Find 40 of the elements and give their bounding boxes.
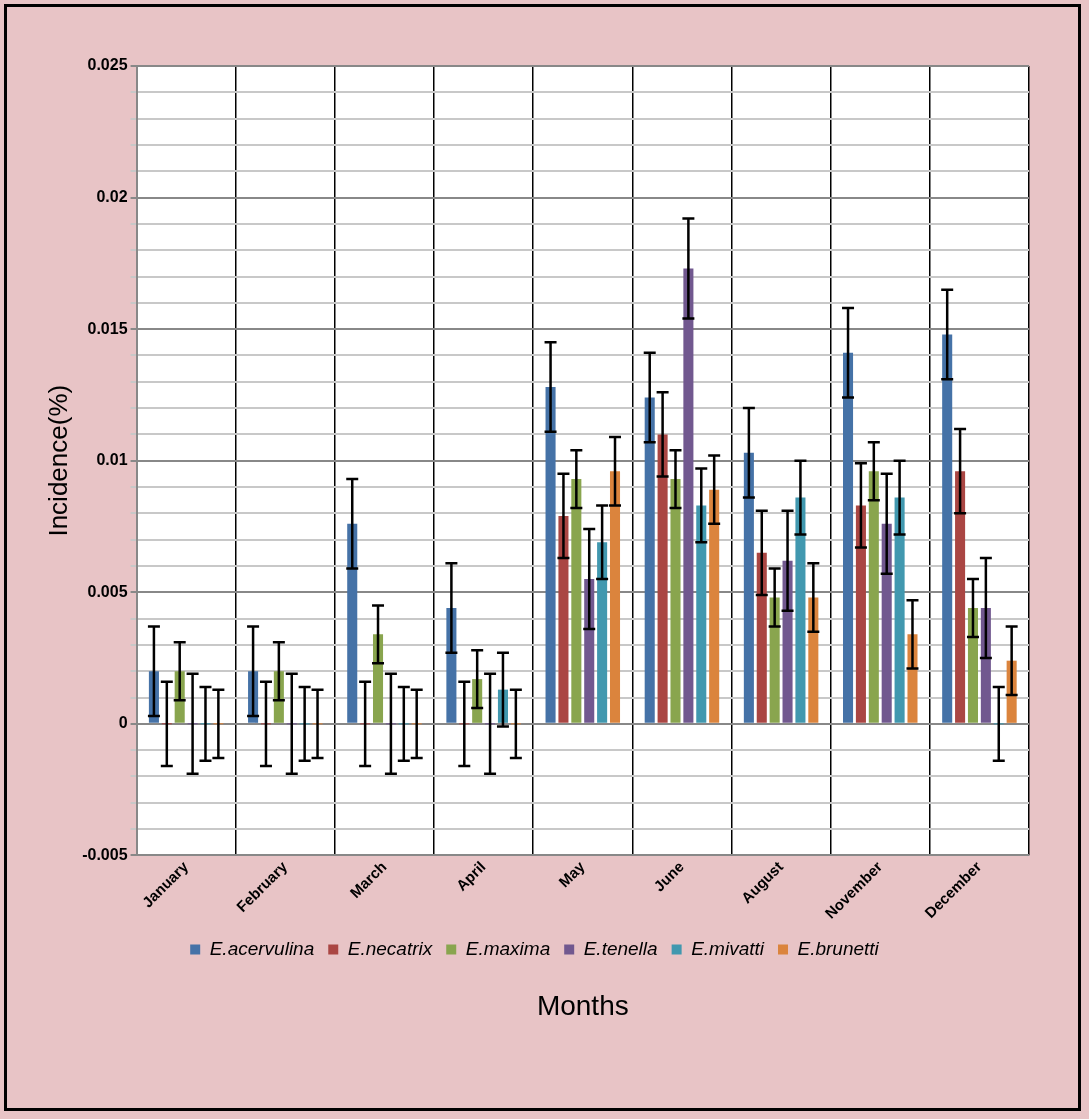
- legend-label: E.necatrix: [347, 937, 434, 959]
- y-tick-label: -0.005: [82, 845, 128, 863]
- bar: [696, 505, 707, 723]
- y-tick-label: 0: [118, 714, 128, 732]
- x-axis-title: Months: [536, 989, 629, 1021]
- bar: [571, 479, 582, 723]
- bar: [657, 434, 668, 723]
- bar: [644, 397, 655, 723]
- legend-label: E.acervulina: [209, 937, 315, 959]
- bar: [670, 479, 681, 723]
- bar: [584, 579, 595, 723]
- bar: [347, 523, 358, 723]
- legend-label: E.tenella: [583, 937, 658, 959]
- bar: [795, 497, 806, 723]
- bar: [868, 471, 879, 723]
- bar: [709, 489, 720, 723]
- y-tick-label: 0.02: [96, 187, 128, 205]
- y-tick-label: 0.015: [87, 319, 128, 337]
- y-tick-label: 0.005: [87, 582, 128, 600]
- bar: [881, 523, 892, 723]
- bar: [843, 352, 854, 723]
- legend-label: E.mivatti: [691, 937, 765, 959]
- bar: [683, 268, 694, 723]
- y-tick-label: 0.025: [87, 56, 128, 74]
- bar: [942, 334, 953, 723]
- y-tick-label: 0.01: [96, 451, 128, 469]
- bar: [769, 597, 780, 723]
- bar: [955, 471, 966, 723]
- bar: [597, 542, 608, 723]
- bar: [894, 497, 905, 723]
- bar: [967, 608, 978, 723]
- bar: [756, 552, 767, 723]
- y-axis-title: Incidence(%): [42, 384, 73, 537]
- bar: [743, 452, 754, 723]
- bar: [609, 471, 621, 723]
- bar: [558, 515, 569, 723]
- bar: [855, 505, 866, 723]
- bar: [545, 387, 556, 723]
- legend-label: E.maxima: [465, 937, 551, 959]
- legend-label: E.brunetti: [797, 937, 880, 959]
